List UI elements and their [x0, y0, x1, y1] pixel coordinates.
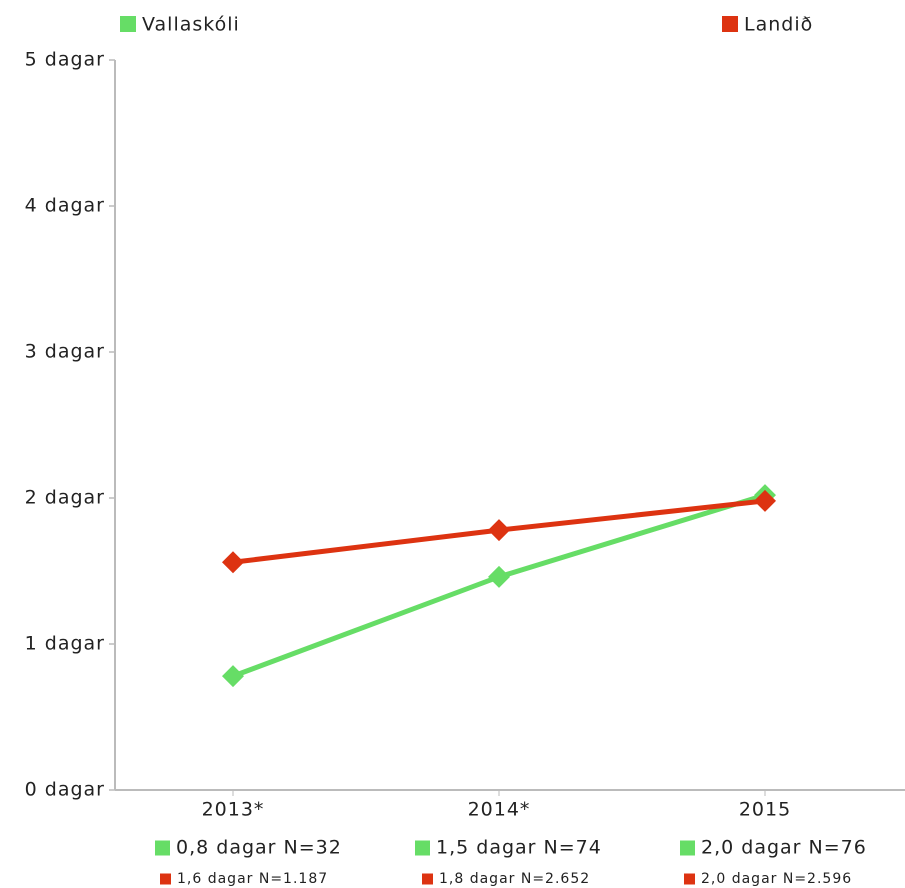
value-swatch — [415, 840, 430, 856]
y-tick-label: 1 dagar — [25, 633, 105, 655]
y-tick-label: 4 dagar — [25, 195, 105, 217]
value-label: 2,0 dagar N=2.596 — [701, 871, 852, 887]
y-tick-label: 0 dagar — [25, 779, 105, 801]
legend-swatch — [120, 16, 136, 32]
legend-swatch — [722, 16, 738, 32]
legend-label: Landið — [744, 14, 813, 36]
y-tick-label: 5 dagar — [25, 49, 105, 71]
marker — [488, 565, 510, 588]
marker — [222, 665, 244, 688]
value-swatch — [160, 873, 171, 885]
value-swatch — [155, 840, 170, 856]
value-swatch — [680, 840, 695, 856]
marker — [222, 551, 244, 574]
x-tick-label: 2014* — [468, 799, 531, 821]
value-label: 1,5 dagar N=74 — [436, 837, 602, 859]
value-label: 1,8 dagar N=2.652 — [439, 871, 590, 887]
y-tick-label: 2 dagar — [25, 487, 105, 509]
marker — [488, 519, 510, 542]
legend-label: Vallaskóli — [142, 14, 240, 36]
x-tick-label: 2015 — [739, 799, 791, 821]
value-label: 1,6 dagar N=1.187 — [177, 871, 328, 887]
value-label: 2,0 dagar N=76 — [701, 837, 867, 859]
x-tick-label: 2013* — [202, 799, 265, 821]
y-tick-label: 3 dagar — [25, 341, 105, 363]
value-swatch — [684, 873, 695, 885]
value-swatch — [422, 873, 433, 885]
marker — [754, 489, 776, 512]
value-label: 0,8 dagar N=32 — [176, 837, 342, 859]
